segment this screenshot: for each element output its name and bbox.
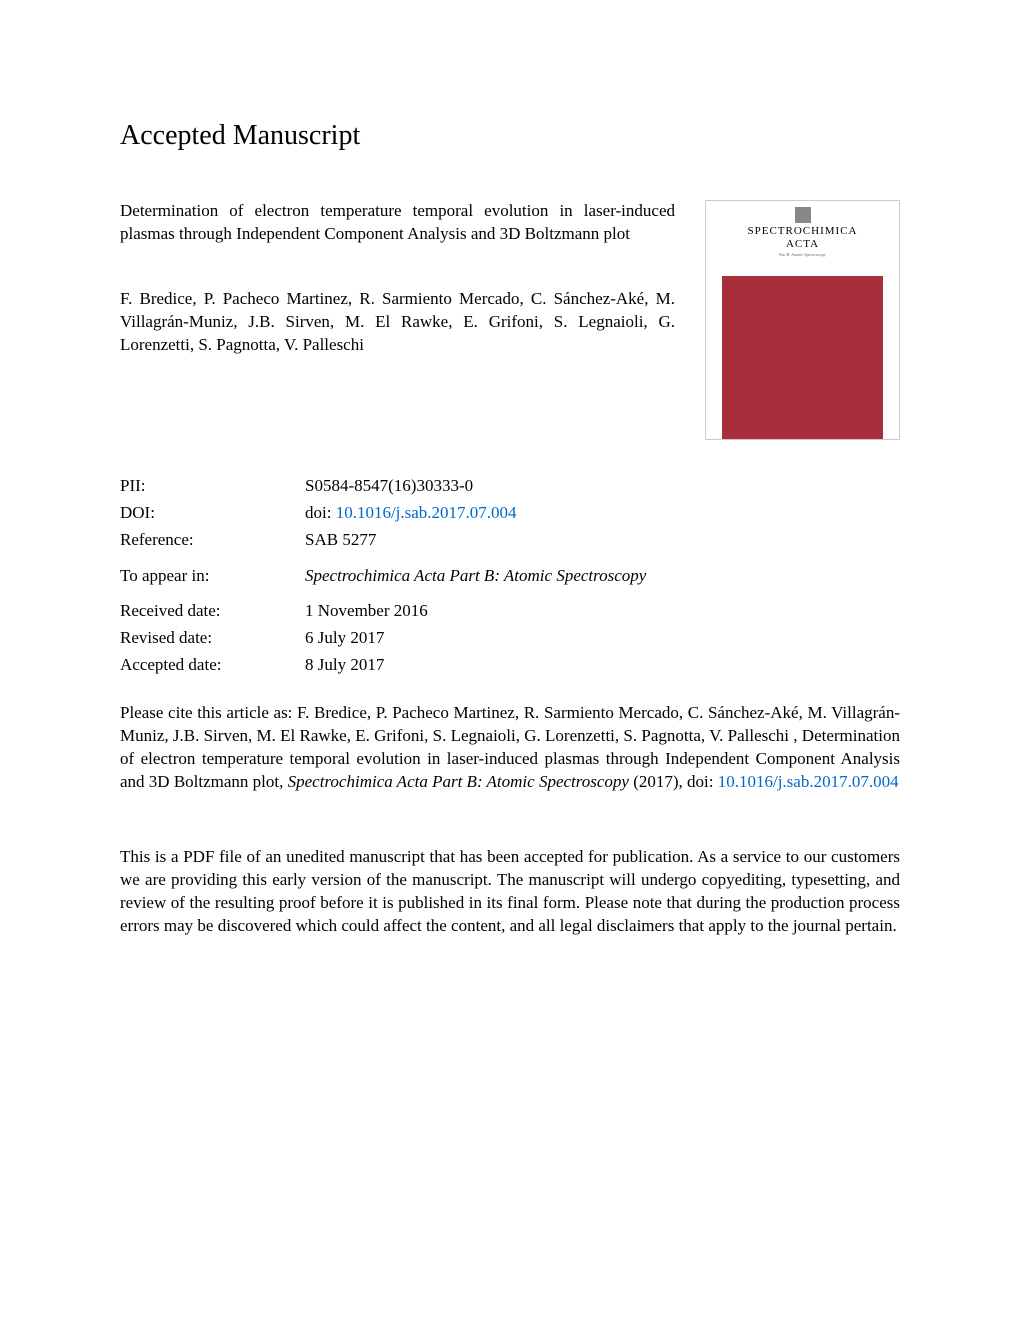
accepted-label: Accepted date: [120, 651, 305, 678]
pii-value: S0584-8547(16)30333-0 [305, 472, 900, 499]
cover-body [722, 276, 883, 439]
metadata-row-received: Received date: 1 November 2016 [120, 597, 900, 624]
doi-value: doi: 10.1016/j.sab.2017.07.004 [305, 499, 900, 526]
doi-label: DOI: [120, 499, 305, 526]
reference-label: Reference: [120, 526, 305, 553]
cover-journal-title: SPECTROCHIMICA ACTA [714, 225, 891, 251]
received-label: Received date: [120, 597, 305, 624]
metadata-row-reference: Reference: SAB 5277 [120, 526, 900, 553]
journal-cover-thumbnail: SPECTROCHIMICA ACTA Part B: Atomic Spect… [705, 200, 900, 440]
article-info: Determination of electron temperature te… [120, 200, 675, 440]
received-value: 1 November 2016 [305, 597, 900, 624]
pii-label: PII: [120, 472, 305, 499]
metadata-row-appear: To appear in: Spectrochimica Acta Part B… [120, 562, 900, 589]
metadata-table: PII: S0584-8547(16)30333-0 DOI: doi: 10.… [120, 472, 900, 678]
citation-doi-link[interactable]: 10.1016/j.sab.2017.07.004 [718, 772, 899, 791]
revised-label: Revised date: [120, 624, 305, 651]
accepted-value: 8 July 2017 [305, 651, 900, 678]
cover-header: SPECTROCHIMICA ACTA Part B: Atomic Spect… [706, 201, 899, 276]
cover-subtitle: Part B: Atomic Spectroscopy [714, 253, 891, 257]
top-section: Determination of electron temperature te… [120, 200, 900, 440]
reference-value: SAB 5277 [305, 526, 900, 553]
metadata-row-revised: Revised date: 6 July 2017 [120, 624, 900, 651]
doi-link[interactable]: 10.1016/j.sab.2017.07.004 [336, 503, 517, 522]
article-authors: F. Bredice, P. Pacheco Martinez, R. Sarm… [120, 288, 675, 357]
article-title: Determination of electron temperature te… [120, 200, 675, 246]
publisher-logo-icon [795, 207, 811, 223]
disclaimer-text: This is a PDF file of an unedited manusc… [120, 846, 900, 938]
appear-label: To appear in: [120, 562, 305, 589]
metadata-row-pii: PII: S0584-8547(16)30333-0 [120, 472, 900, 499]
page-heading: Accepted Manuscript [120, 120, 900, 152]
revised-value: 6 July 2017 [305, 624, 900, 651]
appear-value: Spectrochimica Acta Part B: Atomic Spect… [305, 562, 900, 589]
citation-text: Please cite this article as: F. Bredice,… [120, 702, 900, 794]
metadata-row-accepted: Accepted date: 8 July 2017 [120, 651, 900, 678]
metadata-row-doi: DOI: doi: 10.1016/j.sab.2017.07.004 [120, 499, 900, 526]
